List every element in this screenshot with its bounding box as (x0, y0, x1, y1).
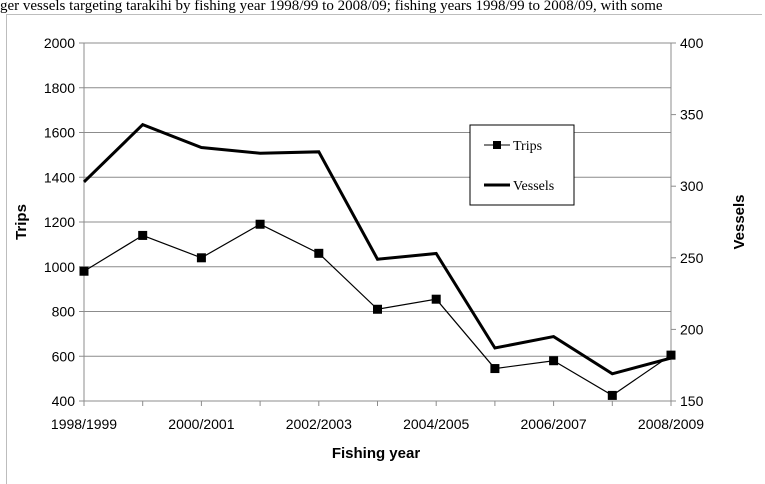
chart-frame (6, 14, 762, 484)
legend-trips-marker (493, 141, 501, 149)
data-point-trips (549, 356, 559, 366)
legend-box (469, 124, 575, 206)
gridlines (84, 42, 671, 357)
y-left-tick-label: 400 (52, 393, 76, 409)
y-left-tick-label: 2000 (44, 35, 75, 51)
x-tick-label: 2004/2005 (403, 416, 469, 432)
data-point-trips (607, 390, 617, 400)
x-tick-label: 2006/2007 (521, 416, 587, 432)
y-axis-left-title: Trips (13, 204, 30, 240)
y-right-tick-label: 150 (680, 393, 704, 409)
x-axis-title: Fishing year (332, 445, 421, 462)
x-tick-label: 1998/1999 (51, 416, 117, 432)
x-tick-label: 2000/2001 (168, 416, 234, 432)
y-right-tick-label: 250 (680, 250, 704, 266)
data-point-trips (255, 219, 265, 229)
data-point-trips (138, 230, 148, 240)
data-point-trips (314, 248, 324, 258)
x-tick-label: 2008/2009 (638, 416, 704, 432)
y-right-tick-label: 400 (680, 35, 704, 51)
data-point-trips (196, 253, 206, 263)
y-left-tick-label: 800 (52, 304, 76, 320)
data-point-trips (431, 294, 441, 304)
y-left-tick-label: 1000 (44, 259, 75, 275)
y-right-tick-label: 300 (680, 178, 704, 194)
series-line-vessels (82, 122, 672, 376)
y-left-tick-label: 1600 (44, 125, 75, 141)
data-point-trips (666, 350, 676, 360)
x-tick-label: 2002/2003 (286, 416, 352, 432)
data-point-trips (490, 364, 500, 374)
legend-vessels-label: Vessels (513, 179, 554, 194)
y-right-tick-label: 200 (680, 321, 704, 337)
y-right-tick-label: 350 (680, 107, 704, 123)
y-left-tick-label: 1800 (44, 80, 75, 96)
data-point-trips (79, 266, 89, 276)
legend-trips-label: Trips (513, 139, 542, 154)
data-point-trips (373, 304, 382, 314)
y-left-tick-label: 1200 (44, 214, 75, 230)
legend: Trips Vessels (469, 124, 575, 206)
series-group (79, 122, 676, 400)
y-left-tick-label: 600 (52, 348, 76, 364)
y-left-tick-label: 1400 (44, 169, 75, 185)
tick-labels: 4006008001000120014001600180020001502002… (44, 35, 704, 432)
y-axis-right-title: Vessels (731, 194, 748, 249)
figure-caption: ger vessels targeting tarakihi by fishin… (0, 0, 663, 14)
axes (79, 42, 676, 406)
